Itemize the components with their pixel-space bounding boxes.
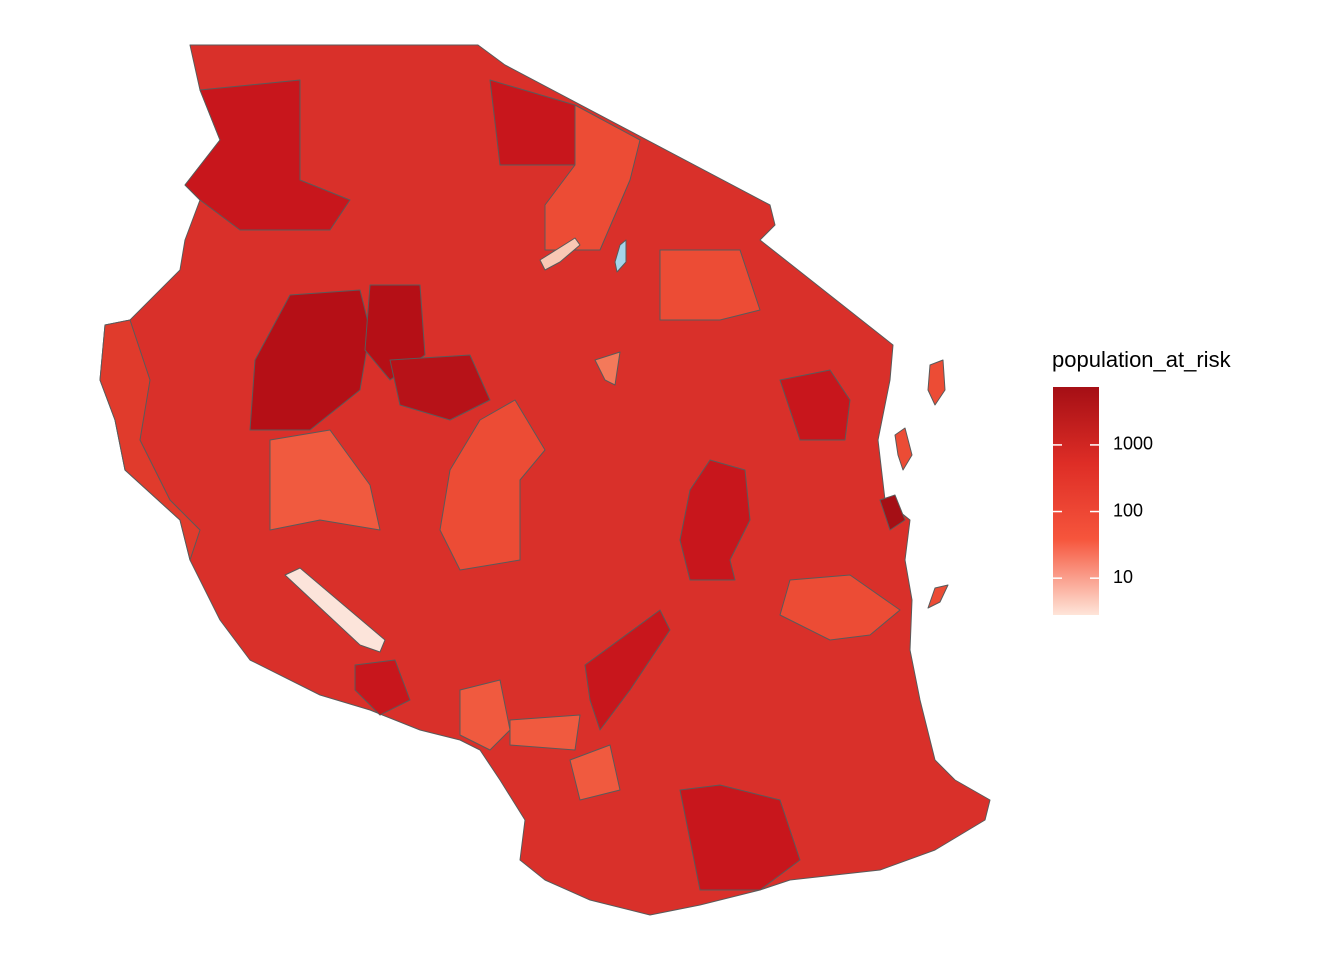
- legend-tick-label: 1000: [1113, 434, 1153, 454]
- region: [569, 744, 621, 801]
- region: [354, 659, 411, 716]
- region: [249, 289, 371, 431]
- legend-tick-label: 10: [1113, 567, 1133, 587]
- region: [269, 429, 381, 531]
- region: [779, 574, 901, 641]
- region: [584, 609, 671, 731]
- region: [879, 494, 906, 531]
- region: [659, 249, 761, 321]
- region: [99, 319, 201, 561]
- island: [894, 427, 913, 471]
- legend: population_at_risk 10 100 1000: [1052, 347, 1232, 615]
- region: [679, 459, 751, 581]
- color-bar: [1053, 387, 1099, 615]
- region: [594, 351, 621, 386]
- region: [779, 369, 851, 441]
- island: [927, 359, 946, 406]
- map: [99, 44, 991, 916]
- region: [284, 567, 386, 653]
- legend-title: population_at_risk: [1052, 347, 1232, 372]
- region: [509, 714, 581, 751]
- region: [459, 679, 511, 751]
- region: [184, 79, 351, 231]
- region: [489, 79, 576, 166]
- island: [927, 584, 949, 609]
- region: [439, 399, 546, 571]
- region: [389, 354, 491, 421]
- region: [539, 237, 581, 271]
- lake: [614, 239, 627, 273]
- legend-tick-label: 100: [1113, 500, 1143, 520]
- region: [679, 784, 801, 891]
